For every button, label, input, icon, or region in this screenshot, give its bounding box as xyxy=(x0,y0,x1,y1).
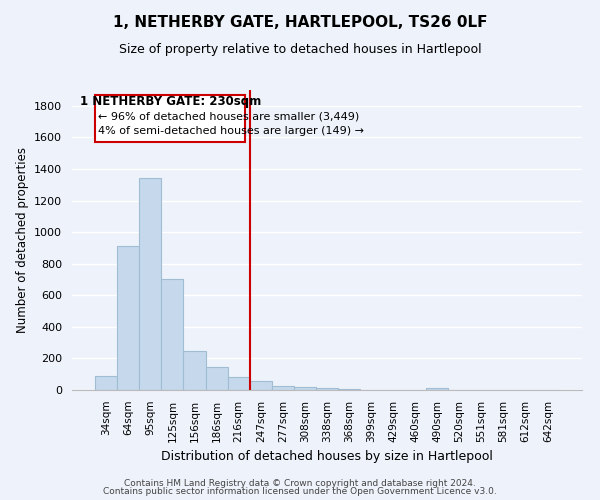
Bar xyxy=(227,378,250,390)
Bar xyxy=(316,388,338,390)
Text: 1, NETHERBY GATE, HARTLEPOOL, TS26 0LF: 1, NETHERBY GATE, HARTLEPOOL, TS26 0LF xyxy=(113,15,487,30)
Bar xyxy=(272,386,294,390)
Bar xyxy=(294,387,316,390)
Bar xyxy=(161,280,184,390)
Text: Size of property relative to detached houses in Hartlepool: Size of property relative to detached ho… xyxy=(119,42,481,56)
Bar xyxy=(184,350,206,390)
Text: 4% of semi-detached houses are larger (149) →: 4% of semi-detached houses are larger (1… xyxy=(98,126,364,136)
Bar xyxy=(95,376,117,390)
Text: Contains HM Land Registry data © Crown copyright and database right 2024.: Contains HM Land Registry data © Crown c… xyxy=(124,478,476,488)
Text: ← 96% of detached houses are smaller (3,449): ← 96% of detached houses are smaller (3,… xyxy=(98,112,360,122)
Bar xyxy=(427,388,448,390)
X-axis label: Distribution of detached houses by size in Hartlepool: Distribution of detached houses by size … xyxy=(161,450,493,463)
Bar xyxy=(338,389,360,390)
Y-axis label: Number of detached properties: Number of detached properties xyxy=(16,147,29,333)
Bar xyxy=(250,382,272,390)
Bar xyxy=(95,94,245,142)
Text: 1 NETHERBY GATE: 230sqm: 1 NETHERBY GATE: 230sqm xyxy=(80,94,261,108)
Bar xyxy=(206,367,227,390)
Bar xyxy=(117,246,139,390)
Bar xyxy=(139,178,161,390)
Text: Contains public sector information licensed under the Open Government Licence v3: Contains public sector information licen… xyxy=(103,487,497,496)
